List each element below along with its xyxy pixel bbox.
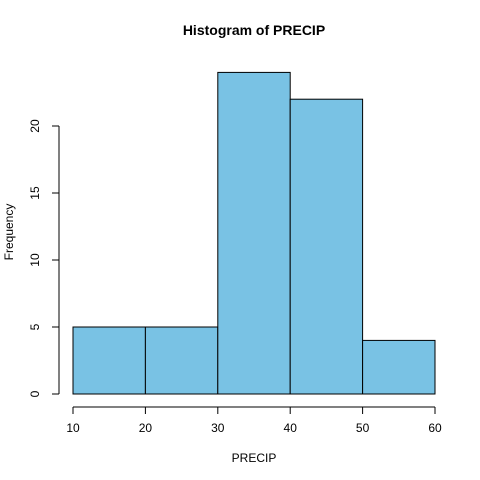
x-tick-label: 30 [211, 421, 225, 435]
chart-title: Histogram of PRECIP [183, 22, 325, 38]
y-tick-label: 20 [28, 119, 42, 133]
histogram-bar [217, 71, 291, 395]
y-axis-label: Frequency [2, 204, 16, 261]
x-axis: 10 20 30 40 50 60 [66, 406, 442, 435]
histogram-bars [72, 71, 436, 395]
y-tick-label: 5 [28, 323, 42, 330]
x-tick-label: 60 [428, 421, 442, 435]
histogram-bar [362, 339, 436, 395]
y-tick-label: 15 [28, 186, 42, 200]
x-tick-label: 20 [139, 421, 153, 435]
histogram-bar [144, 326, 219, 395]
x-tick-label: 50 [356, 421, 370, 435]
x-tick-label: 40 [284, 421, 298, 435]
x-tick-label: 10 [66, 421, 80, 435]
histogram-bar [289, 98, 364, 395]
y-tick-label: 0 [28, 390, 42, 397]
histogram-bar [72, 326, 146, 395]
y-axis: 0 5 10 15 20 [28, 119, 60, 397]
y-tick-label: 10 [28, 253, 42, 267]
x-axis-label: PRECIP [232, 451, 277, 465]
